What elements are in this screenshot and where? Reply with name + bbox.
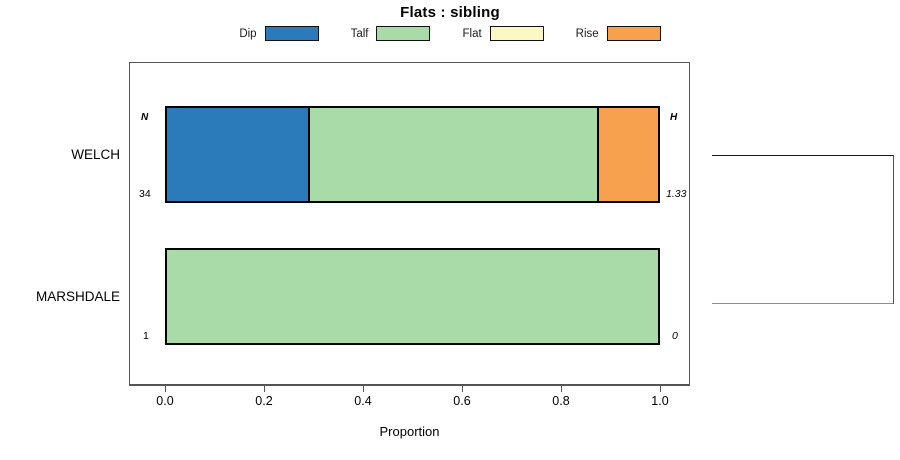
- welch-h-header: H: [670, 112, 678, 123]
- y-axis-label-welch: WELCH: [71, 147, 120, 162]
- x-axis-tick-5: [660, 385, 661, 392]
- legend-swatch-flat: [489, 26, 544, 41]
- x-axis-ticklabel-2: 0.4: [354, 394, 372, 408]
- x-axis-tick-4: [561, 385, 562, 392]
- welch-n-value: 34: [139, 188, 151, 200]
- marshdale-h-value: 0: [672, 330, 678, 342]
- welch-h-value: 1.33: [666, 188, 687, 200]
- x-axis-ticklabel-5: 1.0: [651, 394, 669, 408]
- legend-swatch-rise: [606, 26, 661, 41]
- legend: Dip Talf Flat Rise: [0, 26, 900, 41]
- bar-segment-talf[interactable]: [165, 248, 660, 345]
- y-axis-label-marshdale-wrap: MARSHDALE: [0, 289, 120, 304]
- bar-row-marshdale[interactable]: [165, 248, 660, 345]
- x-axis-tick-3: [462, 385, 463, 392]
- legend-label-dip: Dip: [239, 27, 257, 40]
- x-axis-tick-2: [363, 385, 364, 392]
- legend-item-rise: Rise: [576, 26, 661, 41]
- bar-row-welch[interactable]: [165, 106, 660, 203]
- legend-item-flat: Flat: [462, 26, 544, 41]
- y-axis-label-marshdale: MARSHDALE: [35, 289, 120, 304]
- bar-segment-talf[interactable]: [308, 106, 599, 203]
- bar-segment-rise[interactable]: [598, 106, 660, 203]
- legend-swatch-dip: [264, 26, 319, 41]
- dendrogram: [690, 62, 900, 385]
- welch-n-header: N: [141, 112, 149, 123]
- bar-segment-dip[interactable]: [165, 106, 309, 203]
- dendrogram-branch-top: [712, 155, 894, 157]
- marshdale-n-value: 1: [143, 330, 149, 342]
- legend-item-dip: Dip: [239, 26, 319, 41]
- legend-swatch-talf: [376, 26, 431, 41]
- y-axis-label-welch-wrap: WELCH: [0, 147, 120, 162]
- dendrogram-join: [893, 155, 895, 304]
- x-axis-tick-0: [165, 385, 166, 392]
- x-axis-ticklabel-0: 0.0: [156, 394, 174, 408]
- x-axis-ticklabel-3: 0.6: [453, 394, 471, 408]
- legend-item-talf: Talf: [351, 26, 431, 41]
- x-axis-ticklabel-1: 0.2: [255, 394, 273, 408]
- x-axis-tick-1: [264, 385, 265, 392]
- dendrogram-branch-bottom: [712, 303, 894, 305]
- legend-label-rise: Rise: [575, 27, 599, 40]
- x-axis-title: Proportion: [379, 424, 440, 439]
- x-axis-line: [129, 385, 690, 386]
- page-title: Flats : sibling: [400, 4, 500, 21]
- legend-label-talf: Talf: [350, 27, 369, 40]
- x-axis-ticklabel-4: 0.8: [552, 394, 570, 408]
- legend-label-flat: Flat: [462, 27, 482, 40]
